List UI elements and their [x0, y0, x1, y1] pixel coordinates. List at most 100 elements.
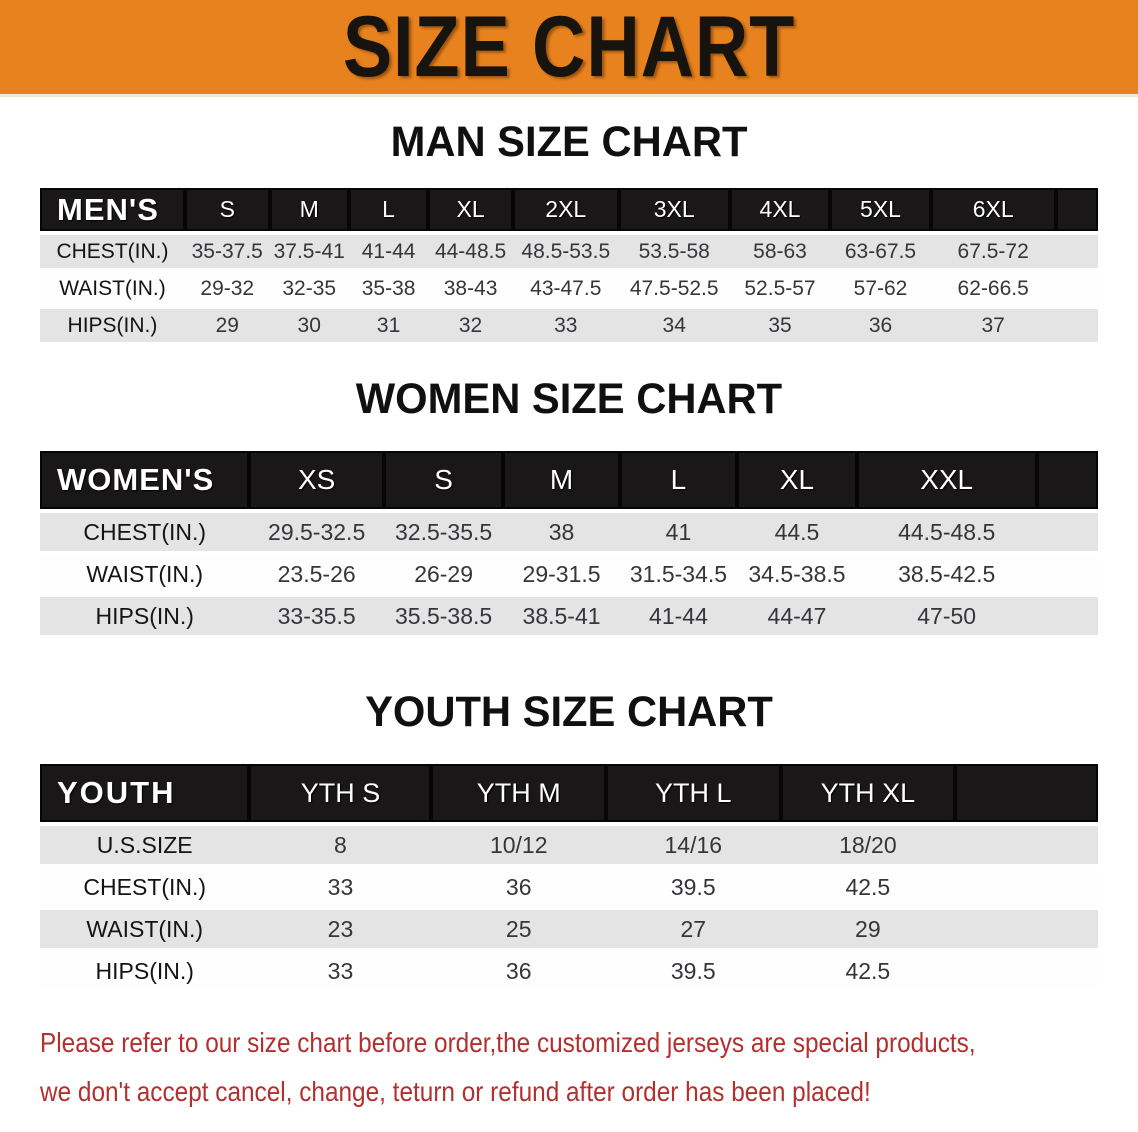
measurement-row: HIPS(IN.) 29 30 31 32 33 34 35 36 37: [40, 309, 1098, 342]
measurement-value-cell: 41-44: [348, 235, 429, 268]
measurement-value-cell: 47.5-52.5: [618, 272, 730, 305]
measurement-value-cell: 32: [428, 309, 513, 342]
spacer-cell: [955, 868, 1098, 906]
measurement-value-cell: 29: [184, 309, 270, 342]
size-column-header: L: [348, 188, 429, 231]
measurement-value-cell: 53.5-58: [618, 235, 730, 268]
measurement-value-cell: 47-50: [856, 597, 1037, 635]
measurement-value-cell: 35-38: [348, 272, 429, 305]
row-label-cell: HIPS(IN.): [40, 309, 185, 342]
measurement-value-cell: 52.5-57: [729, 272, 831, 305]
section-men: MAN SIZE CHART MEN'S S M L XL 2XL 3XL 4XL 5XL 6XL…: [0, 119, 1138, 346]
row-label-cell: U.S.SIZE: [40, 826, 250, 864]
measurement-value-cell: 35: [729, 309, 831, 342]
measurement-row: WAIST(IN.) 23.5-26 26-29 29-31.5 31.5-34.5 34…: [40, 555, 1098, 593]
measurement-value-cell: 38: [503, 513, 620, 551]
row-label-cell: CHEST(IN.): [40, 868, 250, 906]
spacer-cell: [1036, 513, 1098, 551]
size-column-header: YTH XL: [780, 764, 956, 822]
measurement-value-cell: 41-44: [619, 597, 738, 635]
men-section-heading: MAN SIZE CHART: [390, 118, 748, 166]
measurement-value-cell: 44-48.5: [428, 235, 513, 268]
section-women: WOMEN SIZE CHART WOMEN'S XS S M L XL XXL CHEST(…: [0, 376, 1138, 639]
size-column-header: YTH M: [431, 764, 606, 822]
measurement-value-cell: 44-47: [737, 597, 857, 635]
spacer-cell: [1036, 555, 1098, 593]
spacer-cell: [1055, 272, 1098, 305]
measurement-value-cell: 36: [431, 868, 606, 906]
women-size-table: WOMEN'S XS S M L XL XXL CHEST(IN.) 29.5-32.5 32.5…: [40, 447, 1098, 639]
youth-size-table: YOUTH YTH S YTH M YTH L YTH XL U.S.SIZE 8 10/12…: [40, 760, 1098, 994]
women-section-heading: WOMEN SIZE CHART: [355, 375, 783, 423]
measurement-row: WAIST(IN.) 29-32 32-35 35-38 38-43 43-47.5 47.…: [40, 272, 1098, 305]
size-column-header: YTH S: [249, 764, 432, 822]
measurement-value-cell: 23: [249, 910, 432, 948]
measurement-value-cell: 32.5-35.5: [383, 513, 504, 551]
row-label-cell: HIPS(IN.): [40, 597, 250, 635]
spacer-cell: [1036, 451, 1098, 509]
measurement-row: HIPS(IN.) 33-35.5 35.5-38.5 38.5-41 41-44 44-…: [40, 597, 1098, 635]
spacer-cell: [955, 910, 1098, 948]
measurement-value-cell: 31.5-34.5: [619, 555, 738, 593]
measurement-value-cell: 58-63: [729, 235, 831, 268]
measurement-value-cell: 44.5: [737, 513, 857, 551]
measurement-value-cell: 35-37.5: [184, 235, 270, 268]
spacer-cell: [955, 952, 1098, 990]
measurement-value-cell: 36: [431, 952, 606, 990]
measurement-value-cell: 38-43: [428, 272, 513, 305]
measurement-value-cell: 62-66.5: [930, 272, 1056, 305]
size-column-header: 5XL: [830, 188, 931, 231]
size-column-header: S: [184, 188, 270, 231]
measurement-value-cell: 43-47.5: [512, 272, 619, 305]
measurement-value-cell: 57-62: [830, 272, 931, 305]
measurement-value-cell: 29.5-32.5: [249, 513, 384, 551]
size-column-header: M: [503, 451, 620, 509]
measurement-value-cell: 32-35: [269, 272, 349, 305]
size-header-row: MEN'S S M L XL 2XL 3XL 4XL 5XL 6XL: [40, 188, 1098, 231]
spacer-cell: [1055, 309, 1098, 342]
measurement-row: CHEST(IN.) 33 36 39.5 42.5: [40, 868, 1098, 906]
row-label-cell: WAIST(IN.): [40, 272, 185, 305]
size-column-header: 4XL: [729, 188, 831, 231]
spacer-cell: [1036, 597, 1098, 635]
page-title: SIZE CHART: [342, 0, 796, 95]
measurement-row: CHEST(IN.) 29.5-32.5 32.5-35.5 38 41 44.5 44.5…: [40, 513, 1098, 551]
measurement-value-cell: 48.5-53.5: [512, 235, 619, 268]
row-label-cell: CHEST(IN.): [40, 235, 185, 268]
banner: SIZE CHART: [0, 0, 1138, 97]
measurement-value-cell: 27: [606, 910, 781, 948]
measurement-value-cell: 29: [780, 910, 956, 948]
measurement-value-cell: 63-67.5: [830, 235, 931, 268]
footer-note: Please refer to our size chart before or…: [40, 1018, 1098, 1116]
measurement-value-cell: 29-31.5: [503, 555, 620, 593]
measurement-row: U.S.SIZE 8 10/12 14/16 18/20: [40, 826, 1098, 864]
measurement-value-cell: 44.5-48.5: [856, 513, 1037, 551]
measurement-value-cell: 39.5: [606, 868, 781, 906]
measurement-value-cell: 42.5: [780, 952, 956, 990]
measurement-row: CHEST(IN.) 35-37.5 37.5-41 41-44 44-48.5 48.5…: [40, 235, 1098, 268]
measurement-value-cell: 41: [619, 513, 738, 551]
size-column-header: S: [383, 451, 504, 509]
row-label-cell: CHEST(IN.): [40, 513, 250, 551]
size-column-header: L: [619, 451, 738, 509]
youth-section-heading: YOUTH SIZE CHART: [365, 688, 773, 736]
table-title-cell: WOMEN'S: [40, 451, 250, 509]
size-column-header: XL: [737, 451, 857, 509]
spacer-cell: [1055, 188, 1098, 231]
section-youth: YOUTH SIZE CHART YOUTH YTH S YTH M YTH L YTH…: [0, 689, 1138, 994]
measurement-value-cell: 18/20: [780, 826, 956, 864]
measurement-value-cell: 31: [348, 309, 429, 342]
measurement-value-cell: 33: [249, 868, 432, 906]
men-size-table: MEN'S S M L XL 2XL 3XL 4XL 5XL 6XL CHEST(IN.) 35-37…: [40, 184, 1098, 346]
measurement-value-cell: 33: [249, 952, 432, 990]
measurement-value-cell: 37: [930, 309, 1056, 342]
measurement-value-cell: 8: [249, 826, 432, 864]
size-column-header: 3XL: [618, 188, 730, 231]
row-label-cell: HIPS(IN.): [40, 952, 250, 990]
measurement-value-cell: 33: [512, 309, 619, 342]
measurement-value-cell: 34.5-38.5: [737, 555, 857, 593]
table-title-cell: MEN'S: [40, 188, 185, 231]
measurement-row: WAIST(IN.) 23 25 27 29: [40, 910, 1098, 948]
measurement-value-cell: 39.5: [606, 952, 781, 990]
